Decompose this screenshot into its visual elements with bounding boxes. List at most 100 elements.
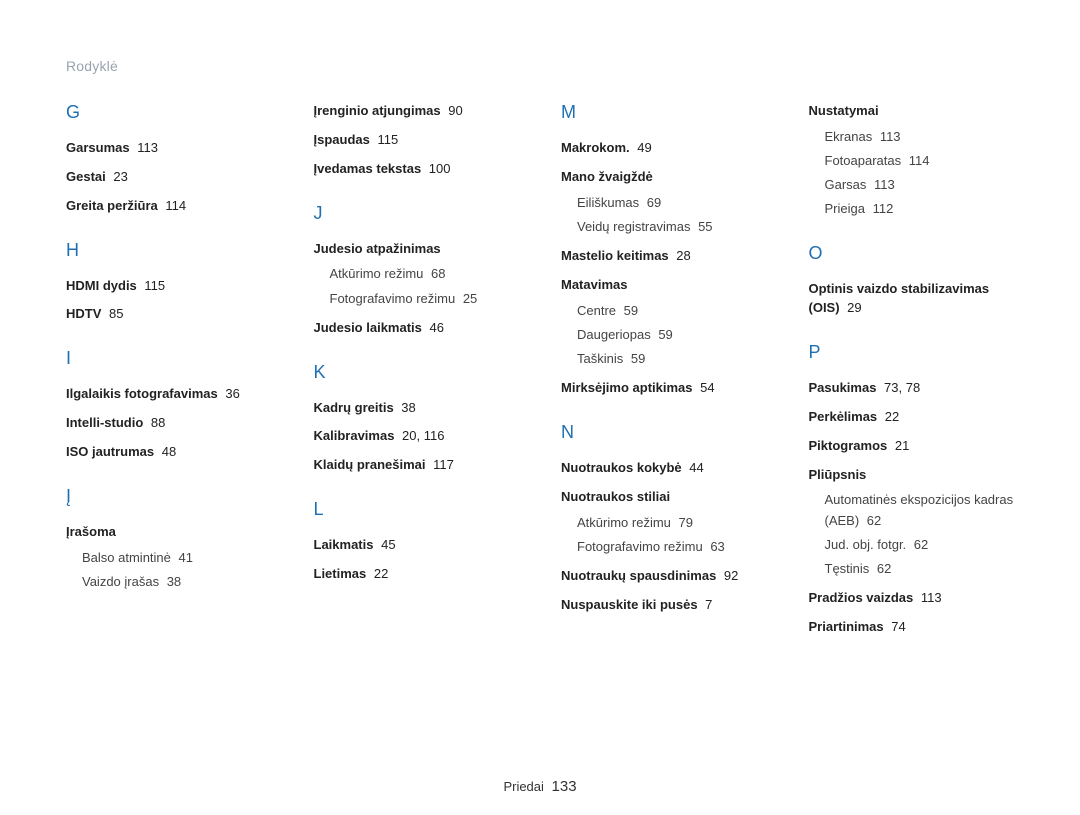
index-subentry[interactable]: Tęstinis 62 <box>825 559 1017 579</box>
index-entry[interactable]: Įrenginio atjungimas 90 <box>314 102 522 121</box>
index-subentry[interactable]: Fotografavimo režimu 25 <box>330 289 522 309</box>
index-column: Įrenginio atjungimas 90 Įspaudas 115 Įveda… <box>314 102 522 647</box>
index-entry[interactable]: Intelli-studio 88 <box>66 414 274 433</box>
index-entry-group: Judesio atpažinimas Atkūrimo režimu 68 Fot… <box>314 240 522 309</box>
index-subentry[interactable]: Vaizdo įrašas 38 <box>82 572 274 592</box>
index-entry-label: Kalibravimas <box>314 428 395 443</box>
index-subentry[interactable]: Atkūrimo režimu 79 <box>577 513 769 533</box>
index-entry-refs: 114 <box>162 198 186 213</box>
index-entry-label: Makrokom. <box>561 140 630 155</box>
index-entry-refs: 22 <box>370 566 388 581</box>
index-entry-refs: 29 <box>844 300 862 315</box>
index-entry-label: Gestai <box>66 169 106 184</box>
index-entry[interactable]: Ilgalaikis fotografavimas 36 <box>66 385 274 404</box>
index-entry[interactable]: Pradžios vaizdas 113 <box>809 589 1017 608</box>
index-entry[interactable]: Makrokom. 49 <box>561 139 769 158</box>
index-entry-label: Nuspauskite iki pusės <box>561 597 698 612</box>
index-entry-group: Mano žvaigždė Eiliškumas 69 Veidų registra… <box>561 168 769 237</box>
index-subentry-refs: 112 <box>869 201 893 216</box>
index-subentry[interactable]: Fotografavimo režimu 63 <box>577 537 769 557</box>
index-subentry[interactable]: Centre 59 <box>577 301 769 321</box>
index-entry-refs: 45 <box>377 537 395 552</box>
index-entry[interactable]: Piktogramos 21 <box>809 437 1017 456</box>
index-entry[interactable]: Įvedamas tekstas 100 <box>314 160 522 179</box>
footer-page-number: 133 <box>552 778 577 795</box>
index-subentry-label: Centre <box>577 303 616 318</box>
index-entry[interactable]: Nuotraukų spausdinimas 92 <box>561 567 769 586</box>
index-subentry-label: Eiliškumas <box>577 195 639 210</box>
footer-section: Priedai <box>503 779 543 794</box>
index-entry[interactable]: Nuotraukos stiliai <box>561 488 769 507</box>
index-column: Nustatymai Ekranas 113 Fotoaparatas 114 Gar… <box>809 102 1017 647</box>
index-entry[interactable]: Priartinimas 74 <box>809 618 1017 637</box>
index-letter: Į <box>66 486 274 507</box>
index-subentry[interactable]: Automatinės ekspozicijos kadras (AEB) 62 <box>825 490 1017 530</box>
index-entry[interactable]: Optinis vaizdo stabilizavimas (OIS) 29 <box>809 280 1017 318</box>
index-entry[interactable]: Mastelio keitimas 28 <box>561 247 769 266</box>
index-entry[interactable]: Matavimas <box>561 276 769 295</box>
index-entry[interactable]: Pliūpsnis <box>809 466 1017 485</box>
index-entry[interactable]: ISO jautrumas 48 <box>66 443 274 462</box>
index-subentry-label: Atkūrimo režimu <box>330 266 424 281</box>
index-entry[interactable]: Nustatymai <box>809 102 1017 121</box>
index-subentry[interactable]: Atkūrimo režimu 68 <box>330 264 522 284</box>
index-subentry[interactable]: Ekranas 113 <box>825 127 1017 147</box>
index-letter: G <box>66 102 274 123</box>
index-subentry[interactable]: Eiliškumas 69 <box>577 193 769 213</box>
index-subentry-refs: 113 <box>876 129 900 144</box>
index-entry[interactable]: Gestai 23 <box>66 168 274 187</box>
index-entry[interactable]: HDMI dydis 115 <box>66 277 274 296</box>
index-entry[interactable]: Pasukimas 73, 78 <box>809 379 1017 398</box>
index-entry[interactable]: Perkėlimas 22 <box>809 408 1017 427</box>
index-entry-refs: 48 <box>158 444 176 459</box>
index-entry-label: Judesio atpažinimas <box>314 241 441 256</box>
index-entry-group: Įrašoma Balso atmintinė 41 Vaizdo įrašas 3… <box>66 523 274 592</box>
index-entry-refs: 113 <box>134 140 158 155</box>
index-entry[interactable]: Greita peržiūra 114 <box>66 197 274 216</box>
index-entry[interactable]: Judesio atpažinimas <box>314 240 522 259</box>
index-subentry[interactable]: Balso atmintinė 41 <box>82 548 274 568</box>
index-entry-label: Judesio laikmatis <box>314 320 422 335</box>
index-entry[interactable]: Nuotraukos kokybė 44 <box>561 459 769 478</box>
index-entry-label: Pradžios vaizdas <box>809 590 914 605</box>
index-subentry-label: Fotoaparatas <box>825 153 902 168</box>
index-entry-label: Įvedamas tekstas <box>314 161 422 176</box>
index-entry[interactable]: Įrašoma <box>66 523 274 542</box>
page-header: Rodyklė <box>66 58 1016 74</box>
index-entry-refs: 44 <box>686 460 704 475</box>
index-entry[interactable]: Lietimas 22 <box>314 565 522 584</box>
index-subentry-label: Atkūrimo režimu <box>577 515 671 530</box>
index-entry[interactable]: Kalibravimas 20, 116 <box>314 427 522 446</box>
index-entry[interactable]: Mirksėjimo aptikimas 54 <box>561 379 769 398</box>
index-entry[interactable]: Kadrų greitis 38 <box>314 399 522 418</box>
index-subentry[interactable]: Veidų registravimas 55 <box>577 217 769 237</box>
index-subentry[interactable]: Garsas 113 <box>825 175 1017 195</box>
index-subentry-refs: 79 <box>675 515 693 530</box>
index-subentry[interactable]: Jud. obj. fotgr. 62 <box>825 535 1017 555</box>
index-entry[interactable]: Mano žvaigždė <box>561 168 769 187</box>
index-subentry-refs: 69 <box>643 195 661 210</box>
index-entry[interactable]: Įspaudas 115 <box>314 131 522 150</box>
index-subentry[interactable]: Prieiga 112 <box>825 199 1017 219</box>
index-subentry-refs: 62 <box>910 537 928 552</box>
index-entry-refs: 115 <box>374 132 398 147</box>
index-entry-label: Įspaudas <box>314 132 370 147</box>
index-subentry[interactable]: Daugeriopas 59 <box>577 325 769 345</box>
index-entry-group: Matavimas Centre 59 Daugeriopas 59 Taškinis… <box>561 276 769 369</box>
index-subentry-refs: 38 <box>163 574 181 589</box>
index-subentry-label: Fotografavimo režimu <box>577 539 703 554</box>
index-column: G Garsumas 113 Gestai 23 Greita peržiūra 11… <box>66 102 274 647</box>
index-subentry[interactable]: Fotoaparatas 114 <box>825 151 1017 171</box>
index-entry[interactable]: Nuspauskite iki pusės 7 <box>561 596 769 615</box>
index-subentry-refs: 59 <box>620 303 638 318</box>
index-entry[interactable]: HDTV 85 <box>66 305 274 324</box>
index-entry[interactable]: Garsumas 113 <box>66 139 274 158</box>
index-entry[interactable]: Klaidų pranešimai 117 <box>314 456 522 475</box>
index-entry-label: Perkėlimas <box>809 409 878 424</box>
index-subentry-label: Veidų registravimas <box>577 219 690 234</box>
index-subentry[interactable]: Taškinis 59 <box>577 349 769 369</box>
index-subentry-label: Balso atmintinė <box>82 550 171 565</box>
index-entry[interactable]: Judesio laikmatis 46 <box>314 319 522 338</box>
index-entry-refs: 115 <box>141 278 165 293</box>
index-entry[interactable]: Laikmatis 45 <box>314 536 522 555</box>
